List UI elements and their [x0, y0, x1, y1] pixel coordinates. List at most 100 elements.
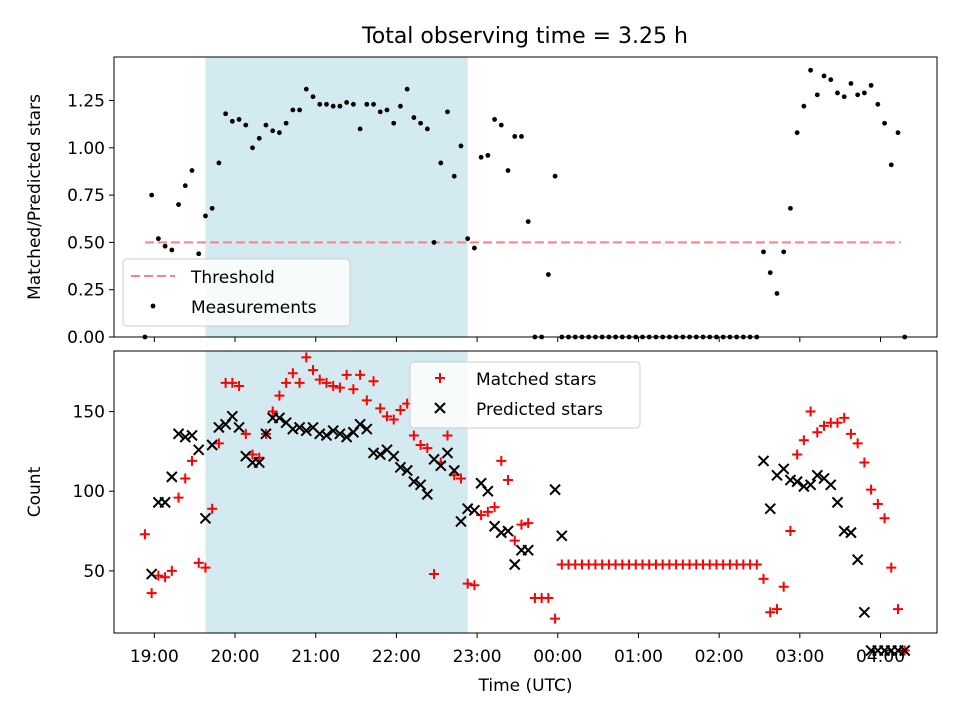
chart0-point — [216, 160, 222, 166]
chart0-point — [828, 77, 834, 83]
chart0-point — [169, 247, 175, 253]
chart1-matched-point — [516, 519, 527, 530]
chart1-predicted-point — [166, 471, 178, 483]
chart0-point — [182, 183, 188, 189]
chart1-predicted-point — [374, 448, 386, 461]
chart0-point — [303, 86, 309, 92]
chart1-matched-point — [334, 382, 345, 393]
legend-measurements-swatch — [150, 303, 156, 309]
chart0-point — [229, 118, 235, 124]
chart-title: Total observing time = 3.25 h — [361, 24, 688, 49]
chart1-predicted-point — [213, 421, 225, 434]
chart0-point — [794, 130, 800, 136]
chart1-matched-point — [281, 377, 292, 388]
chart0-point — [149, 192, 155, 198]
chart1-matched-point — [758, 573, 769, 584]
chart0-point — [243, 122, 249, 128]
chart0-point — [801, 103, 807, 109]
chart0-point — [155, 236, 161, 242]
chart1-matched-point — [859, 457, 870, 468]
chart0-point — [861, 90, 867, 96]
chart1-predicted-point — [253, 456, 265, 469]
chart1-matched-point — [792, 449, 803, 460]
chart0-point — [445, 109, 450, 115]
chart1-matched-point — [193, 557, 204, 568]
chart1-matched-point — [765, 607, 776, 618]
chart0-point — [505, 168, 511, 173]
chart0-point — [512, 134, 518, 139]
chart1-matched-point — [509, 535, 520, 546]
chart0-point — [485, 152, 491, 158]
legend-threshold-label: Threshold — [190, 268, 275, 288]
chart1-predicted-point — [414, 479, 427, 491]
chart0-point — [451, 173, 457, 179]
chart0-point — [344, 100, 350, 105]
chart0-point — [371, 101, 376, 107]
chart0-point — [337, 103, 343, 109]
chart1-matched-point — [207, 503, 218, 514]
chart1-ytick-label: 150 — [73, 403, 105, 423]
chart1-predicted-point — [334, 428, 346, 440]
chart0-ytick-label: 0.00 — [67, 328, 105, 348]
chart0-point — [357, 126, 363, 132]
chart1-matched-point — [408, 430, 419, 441]
chart0-point — [875, 101, 881, 107]
chart1-matched-point — [845, 428, 856, 439]
chart0-ytick-label: 1.25 — [67, 92, 105, 112]
chart1-ylabel: Count — [25, 466, 45, 517]
chart1-predicted-point — [408, 475, 420, 488]
chart1-xtick-label: 20:00 — [211, 647, 260, 667]
chart1-matched-point — [422, 443, 433, 454]
chart1-matched-point — [798, 435, 809, 446]
chart1-predicted-point — [811, 469, 824, 481]
chart1-matched-point — [543, 592, 554, 603]
chart1-predicted-point — [314, 428, 326, 440]
chart1-matched-point — [240, 428, 251, 439]
chart0-point — [868, 82, 874, 88]
legend-matched-label: Matched stars — [476, 370, 596, 390]
chart0-point — [545, 272, 551, 277]
chart1-predicted-point — [401, 464, 413, 477]
chart1-matched-point — [819, 420, 830, 431]
chart1-matched-point — [139, 529, 150, 540]
chart1-matched-point — [186, 455, 197, 466]
chart1-matched-point — [166, 565, 177, 576]
chart0-point — [788, 205, 793, 211]
chart1-predicted-point — [851, 554, 864, 566]
chart1-predicted-point — [757, 455, 770, 467]
chart0-point — [761, 249, 766, 255]
chart0-point — [478, 154, 484, 160]
chart1-predicted-point — [435, 460, 447, 472]
chart1-matched-point — [227, 377, 238, 388]
chart0-point — [781, 249, 787, 255]
chart0-point — [223, 111, 229, 117]
chart1-matched-point — [381, 411, 392, 422]
chart0-point — [270, 128, 276, 134]
chart1-matched-point — [832, 417, 843, 428]
chart0-point — [196, 251, 202, 257]
chart1-matched-point — [751, 559, 762, 570]
chart1-matched-point — [234, 381, 245, 392]
chart0-ytick-label: 0.75 — [67, 186, 105, 206]
chart1-xtick-label: 00:00 — [533, 647, 582, 667]
chart1-matched-point — [314, 374, 325, 385]
chart1-predicted-point — [502, 525, 514, 537]
chart0-point — [330, 103, 336, 109]
chart1-predicted-point — [320, 429, 333, 442]
chart0-point — [767, 270, 773, 276]
chart1-predicted-point — [784, 474, 797, 486]
chart0-point — [492, 117, 497, 122]
chart1-predicted-point — [441, 447, 454, 459]
chart0-point — [391, 120, 397, 126]
chart0-point — [895, 130, 901, 136]
chart0-point — [418, 120, 424, 126]
chart1-matched-point — [886, 562, 897, 573]
chart1-predicted-point — [421, 488, 434, 501]
chart0-point — [835, 90, 840, 96]
chart0-point — [398, 103, 403, 109]
chart1-predicted-point — [206, 439, 218, 451]
chart0-point — [841, 94, 847, 100]
chart0-point — [350, 101, 356, 107]
chart0-point — [377, 109, 383, 115]
chart0-ytick-label: 1.00 — [67, 139, 105, 159]
